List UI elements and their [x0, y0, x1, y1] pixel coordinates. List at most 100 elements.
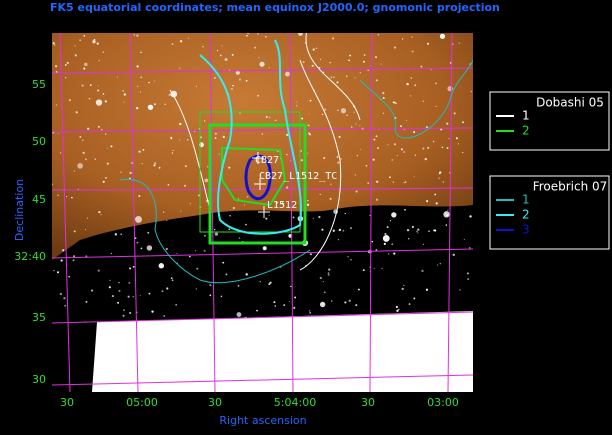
star [231, 53, 234, 56]
star [337, 109, 339, 112]
star [257, 94, 260, 97]
star [432, 140, 435, 143]
star [79, 39, 81, 42]
star [136, 241, 139, 244]
star [114, 233, 117, 236]
star [148, 292, 151, 295]
star [171, 152, 174, 154]
star [102, 93, 105, 95]
star [403, 182, 405, 184]
star [453, 112, 456, 115]
star [277, 150, 279, 153]
star [462, 121, 464, 124]
star [209, 284, 212, 287]
star [274, 119, 277, 122]
star [372, 158, 375, 161]
star [220, 295, 223, 298]
star [247, 33, 250, 35]
star [329, 61, 332, 64]
star [120, 171, 122, 174]
star [142, 148, 145, 151]
star [296, 101, 298, 103]
star [434, 193, 437, 196]
star [75, 111, 78, 114]
star [73, 230, 76, 233]
star [100, 214, 102, 216]
star [138, 195, 141, 198]
star [332, 229, 335, 232]
legend-label: 1 [522, 193, 530, 207]
star [393, 143, 397, 146]
star [95, 99, 103, 106]
x-tick-label: 30 [361, 396, 375, 409]
annotation: CB27_L1512_TC [259, 171, 337, 182]
legend-label: 2 [522, 124, 530, 138]
star [120, 233, 123, 236]
star [261, 133, 264, 135]
star [83, 34, 86, 37]
star [347, 256, 349, 258]
star [183, 184, 186, 187]
star [164, 103, 166, 105]
star [375, 198, 379, 201]
star [402, 38, 404, 40]
star [363, 54, 366, 56]
star [398, 308, 400, 311]
star [285, 186, 289, 189]
y-tick-label: 45 [32, 193, 46, 206]
star [105, 176, 107, 179]
star [245, 79, 248, 82]
y-axis-label: Declination [13, 179, 26, 241]
star [396, 154, 398, 156]
star [318, 215, 321, 219]
y-tick-label: 30 [32, 373, 46, 386]
star [154, 80, 156, 82]
star [243, 204, 246, 206]
star [68, 99, 71, 102]
star [129, 171, 132, 175]
star [57, 271, 60, 274]
star [54, 44, 56, 46]
star [60, 259, 63, 262]
star [382, 91, 385, 95]
star [179, 40, 183, 43]
star [411, 225, 414, 229]
star [435, 105, 437, 107]
x-axis-label: Right ascension [219, 414, 306, 427]
star [462, 151, 464, 154]
star [355, 304, 358, 307]
star [171, 43, 174, 45]
star [82, 139, 84, 141]
star [319, 301, 326, 308]
star [85, 255, 88, 258]
star [399, 125, 402, 128]
star [401, 287, 404, 290]
star [443, 211, 450, 218]
star [82, 151, 85, 155]
star [52, 183, 54, 186]
star [167, 183, 170, 186]
star [427, 146, 430, 149]
star [319, 58, 322, 61]
star [425, 288, 429, 291]
star [417, 232, 419, 234]
star [321, 228, 324, 231]
star [162, 211, 165, 213]
star [428, 230, 430, 233]
star [214, 77, 216, 79]
star [301, 117, 304, 120]
star [430, 69, 432, 71]
star [104, 100, 107, 103]
star [118, 282, 120, 284]
star [373, 267, 375, 270]
star [232, 206, 235, 210]
star [140, 51, 142, 54]
star [377, 147, 379, 150]
star [133, 34, 136, 36]
star [132, 265, 135, 268]
star [202, 46, 204, 48]
star [342, 229, 345, 232]
star [108, 286, 111, 289]
star [245, 273, 248, 276]
star [346, 114, 348, 117]
